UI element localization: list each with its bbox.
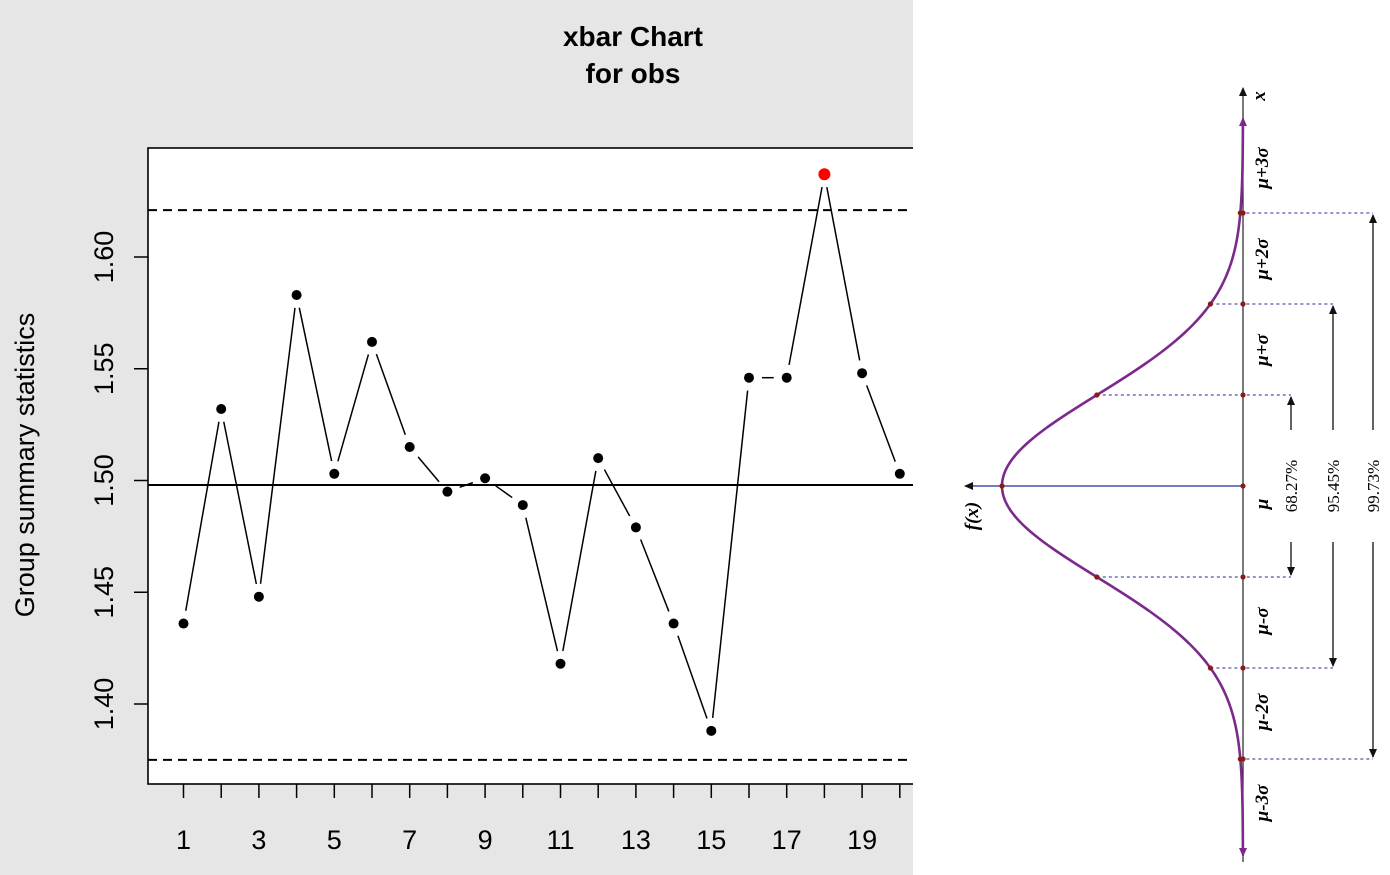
series-segment [603, 469, 631, 517]
data-point [555, 658, 566, 669]
interval-percent-label: 95.45% [1324, 460, 1343, 512]
data-point [216, 403, 227, 414]
data-point [781, 372, 792, 383]
chart-title-line-2: for obs [586, 58, 681, 89]
series-segment [223, 421, 258, 585]
data-point [630, 522, 641, 533]
plot-area [147, 147, 913, 785]
axis-point [1240, 665, 1246, 671]
sigma-level-label: μ+σ [1252, 333, 1273, 366]
data-point [442, 486, 453, 497]
axis-point [1240, 574, 1246, 580]
normal-distribution-panel: μ+3σ μ+2σ μ+σ μ μ-σ μ-2σ μ-3σ 68.27% 95.45% 99.73… [913, 0, 1390, 875]
data-point [253, 591, 264, 602]
series-segment [562, 470, 597, 652]
series-segment [375, 353, 407, 435]
series-segment [185, 421, 220, 611]
data-point [329, 468, 340, 479]
curve-point [999, 483, 1005, 489]
series-segment [639, 539, 670, 612]
data-point [706, 725, 717, 736]
series-segment [417, 456, 440, 483]
curve-point [1207, 301, 1213, 307]
xbar-chart: xbar Chart for obs Group summary statist… [10, 21, 913, 855]
y-tick-label: 1.50 [89, 454, 119, 507]
data-point [857, 368, 868, 379]
interval-percent-label: 68.27% [1282, 460, 1301, 512]
data-point [480, 473, 491, 484]
x-tick-label: 7 [402, 825, 417, 855]
axis-point [1240, 756, 1246, 762]
x-tick-label: 9 [478, 825, 493, 855]
x-tick-label: 3 [251, 825, 266, 855]
sigma-level-label: μ+3σ [1252, 147, 1273, 190]
sigma-level-label: μ-3σ [1252, 784, 1273, 822]
y-tick-label: 1.55 [89, 342, 119, 395]
x-tick-label: 19 [847, 825, 877, 855]
data-point [517, 500, 528, 511]
series-segment [788, 186, 823, 366]
series-segment [495, 485, 513, 499]
x-tick-label: 17 [772, 825, 802, 855]
x-tick-label: 1 [176, 825, 191, 855]
normal-distribution-chart: μ+3σ μ+2σ μ+σ μ μ-σ μ-2σ μ-3σ 68.27% 95.45% 99.73… [962, 87, 1383, 862]
series-segment [459, 481, 474, 489]
series-segment [259, 307, 296, 584]
x-tick-label: 5 [327, 825, 342, 855]
axis-point [1240, 392, 1246, 398]
chart-title-line-1: xbar Chart [563, 21, 703, 52]
series-segment [826, 186, 861, 361]
axis-point [1240, 210, 1246, 216]
data-point [593, 453, 604, 464]
data-point [404, 441, 415, 452]
y-axis-label: Group summary statistics [10, 313, 40, 618]
data-point [367, 336, 377, 347]
interval-percent-label: 99.73% [1364, 460, 1383, 512]
axis-point [1240, 301, 1246, 307]
sigma-level-label: μ [1252, 499, 1273, 511]
data-point [178, 618, 189, 629]
xbar-chart-panel: xbar Chart for obs Group summary statist… [0, 0, 913, 875]
series-segment [865, 385, 896, 462]
x-tick-label: 13 [621, 825, 651, 855]
data-point [291, 289, 302, 300]
x-tick-label: 15 [696, 825, 726, 855]
x-tick-label: 11 [546, 825, 574, 855]
x-axis-label: x [1249, 91, 1270, 102]
data-point [744, 372, 754, 383]
series-segment [711, 390, 749, 718]
data-point [894, 468, 905, 479]
series-segment [298, 307, 333, 462]
y-tick-label: 1.40 [89, 678, 119, 731]
sigma-level-label: μ-2σ [1252, 693, 1273, 731]
curve-point [1207, 665, 1213, 671]
curve-point [1094, 574, 1100, 580]
series-segment [677, 635, 708, 719]
series-segment [525, 517, 559, 652]
y-tick-label: 1.45 [89, 566, 119, 619]
curve-point [1094, 392, 1100, 398]
out-of-control-point [818, 168, 831, 181]
sigma-level-label: μ-σ [1252, 607, 1273, 636]
series-segment [337, 354, 370, 462]
axis-point [1240, 483, 1246, 489]
fx-axis-label: f(x) [962, 502, 983, 530]
sigma-level-label: μ+2σ [1252, 238, 1273, 281]
data-point [668, 618, 679, 629]
y-tick-label: 1.60 [89, 231, 119, 284]
